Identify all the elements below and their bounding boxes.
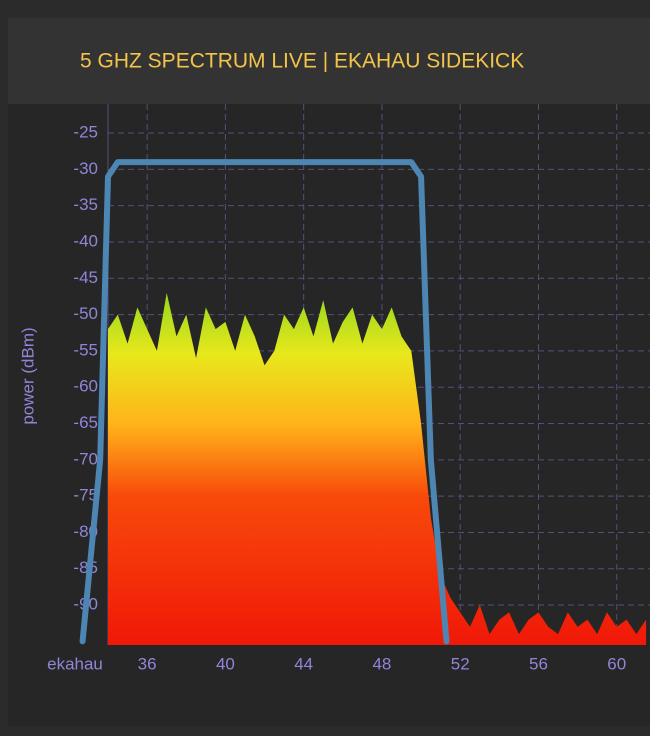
y-tick-label: -85	[73, 558, 98, 577]
y-tick-label: -25	[73, 123, 98, 142]
x-axis-name: ekahau	[47, 654, 103, 673]
x-tick-label: 60	[607, 654, 626, 673]
y-tick-label: -75	[73, 486, 98, 505]
y-tick-label: -70	[73, 449, 98, 468]
chart-title: 5 GHZ SPECTRUM LIVE | EKAHAU SIDEKICK	[80, 50, 524, 73]
x-tick-label: 44	[294, 654, 313, 673]
x-tick-label: 56	[529, 654, 548, 673]
y-tick-label: -60	[73, 377, 98, 396]
y-tick-label: -30	[73, 159, 98, 178]
mask-line	[79, 159, 450, 645]
x-tick-label: 40	[216, 654, 235, 673]
y-tick-label: -65	[73, 413, 98, 432]
y-tick-label: -50	[73, 304, 98, 323]
y-tick-label: -45	[73, 268, 98, 287]
header	[8, 18, 650, 104]
y-tick-label: -40	[73, 231, 98, 250]
x-tick-label: 36	[138, 654, 157, 673]
y-tick-label: -55	[73, 340, 98, 359]
y-axis-label: power (dBm)	[18, 327, 37, 424]
x-tick-label: 52	[451, 654, 470, 673]
x-tick-label: 48	[372, 654, 391, 673]
y-tick-label: -35	[73, 195, 98, 214]
spectrum-area	[108, 292, 647, 645]
